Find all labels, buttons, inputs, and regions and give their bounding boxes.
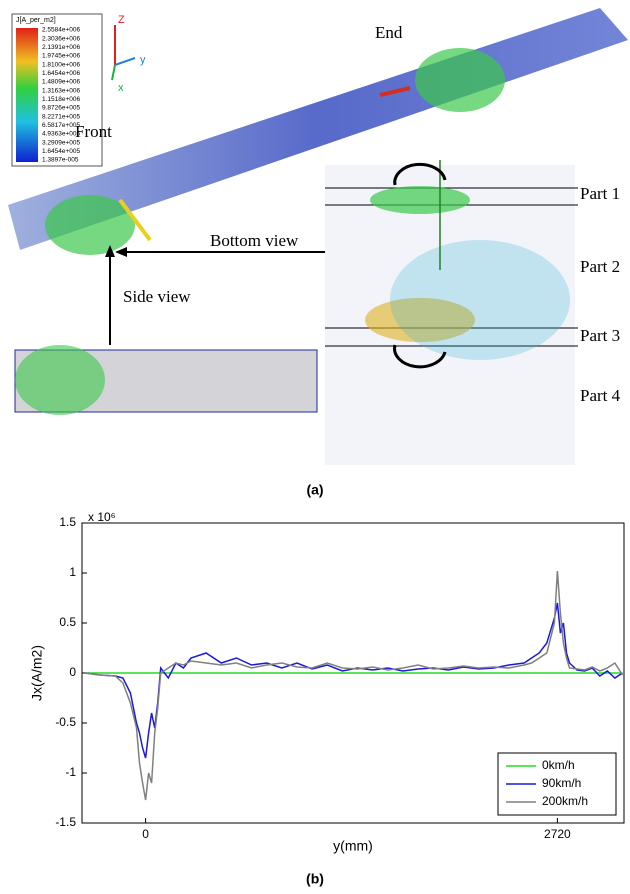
axis-z: Z: [118, 14, 125, 26]
rotation-arrow: [393, 162, 447, 186]
hotspot: [365, 298, 475, 342]
colorbar-label: 1.8100e+006: [42, 61, 81, 68]
colorbar-label: 1.3163e+006: [42, 87, 81, 94]
y-tick-label: 0.5: [59, 615, 76, 629]
label-bottom-view: Bottom view: [210, 231, 299, 250]
y-tick-label: 0: [69, 665, 76, 679]
colorbar-title: J[A_per_m2]: [16, 17, 56, 24]
colorbar-label: 1.1518e+006: [42, 96, 81, 103]
colorbar-label: 3.2909e+005: [42, 139, 81, 146]
axis-y: y: [140, 54, 146, 66]
colorbar-label: 4.9363e+005: [42, 131, 81, 138]
part-label: Part 1: [580, 184, 620, 203]
colorbar-label: 9.8726e+005: [42, 105, 81, 112]
y-tick-label: 1: [69, 565, 76, 579]
colorbar-label: 1.9745e+006: [42, 53, 81, 60]
colorbar-label: 1.4809e+006: [42, 79, 81, 86]
x-axis-label: y(mm): [333, 838, 373, 854]
series-line: [84, 602, 623, 759]
y-tick-label: -1.5: [55, 815, 76, 829]
x-tick-label: 2720: [544, 827, 571, 841]
part-label: Part 2: [580, 257, 620, 276]
label-front: Front: [75, 122, 112, 141]
colorbar-label: 2.1391e+006: [42, 44, 81, 51]
exponent-label: x 10⁶: [88, 510, 116, 524]
legend-label: 90km/h: [542, 776, 581, 790]
axis-x: x: [118, 82, 124, 94]
hotspot: [15, 345, 105, 415]
field: [390, 240, 570, 360]
series-line: [84, 570, 624, 801]
colorbar-label: 2.3036e+006: [42, 35, 81, 42]
colorbar: [16, 28, 38, 162]
label-side-view: Side view: [123, 287, 191, 306]
label-end: End: [375, 23, 403, 42]
rotation-arrow: [393, 344, 447, 369]
y-tick-label: 1.5: [59, 515, 76, 529]
colorbar-label: 1.6454e+006: [42, 70, 81, 77]
colorbar-label: 6.5817e+005: [42, 122, 81, 129]
arrowhead: [115, 247, 127, 257]
part-label: Part 4: [580, 386, 621, 405]
arrowhead: [105, 245, 115, 257]
x-tick-label: 0: [142, 827, 149, 841]
colorbar-label: 1.6454e+005: [42, 148, 81, 155]
hotspots: [45, 48, 505, 255]
legend-label: 0km/h: [542, 758, 575, 772]
caption-b: (b): [306, 871, 324, 887]
y-tick-label: -0.5: [55, 715, 76, 729]
colorbar-label: 1.3897e-005: [42, 157, 79, 164]
colorbar-label: 2.5584e+006: [42, 27, 81, 34]
caption-a: (a): [306, 482, 323, 498]
hotspot: [370, 186, 470, 214]
part-label: Part 3: [580, 326, 620, 345]
legend-label: 200km/h: [542, 794, 588, 808]
colorbar-label: 8.2271e+005: [42, 113, 81, 120]
axis-triad: [111, 25, 136, 81]
y-tick-label: -1: [65, 765, 76, 779]
y-axis-label: Jx(A/m2): [29, 645, 45, 701]
